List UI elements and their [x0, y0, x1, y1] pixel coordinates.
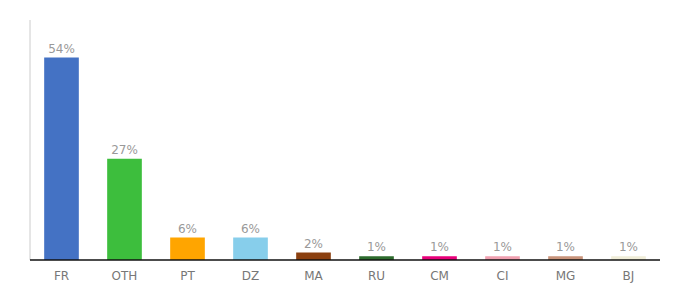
bar	[296, 253, 331, 261]
bars	[44, 58, 646, 261]
x-tick-label: RU	[368, 269, 385, 283]
x-tick-label: OTH	[112, 269, 138, 283]
data-label: 1%	[367, 240, 386, 254]
x-tick-label: BJ	[623, 269, 635, 283]
bar	[170, 238, 205, 261]
data-label: 1%	[619, 240, 638, 254]
chart-container: 54% 27% 6% 6% 2% 1% 1% 1% 1% 1% FR OTH PT DZ MA RU CM CI M…	[0, 0, 680, 300]
x-tick-label: PT	[180, 269, 195, 283]
data-label: 1%	[493, 240, 512, 254]
x-tick-label: CM	[430, 269, 449, 283]
data-label: 54%	[48, 42, 75, 56]
y-axis-line	[30, 20, 31, 260]
data-label: 2%	[304, 237, 323, 251]
data-label: 6%	[178, 222, 197, 236]
data-label: 27%	[111, 143, 138, 157]
x-tick-label: FR	[54, 269, 69, 283]
x-tick-label: MG	[556, 269, 576, 283]
chart: 54% 27% 6% 6% 2% 1% 1% 1% 1% 1% FR OTH PT DZ MA RU CM CI M…	[0, 0, 680, 300]
data-label: 1%	[430, 240, 449, 254]
x-axis-line	[30, 259, 660, 261]
bar	[233, 238, 268, 261]
data-label: 1%	[556, 240, 575, 254]
x-tick-label: DZ	[242, 269, 259, 283]
bar	[107, 159, 142, 260]
bar	[44, 58, 79, 261]
x-tick-label: MA	[304, 269, 323, 283]
x-tick-label: CI	[497, 269, 509, 283]
data-label: 6%	[241, 222, 260, 236]
